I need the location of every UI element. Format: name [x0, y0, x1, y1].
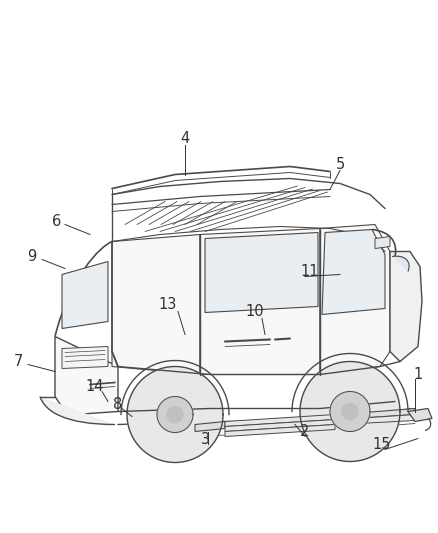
Polygon shape: [205, 232, 318, 312]
Polygon shape: [408, 408, 432, 422]
Polygon shape: [195, 422, 225, 432]
Text: 13: 13: [159, 297, 177, 312]
Text: 3: 3: [201, 432, 209, 447]
Polygon shape: [342, 403, 358, 419]
PathPatch shape: [392, 256, 409, 271]
Polygon shape: [225, 419, 335, 432]
Text: 2: 2: [300, 424, 310, 439]
Polygon shape: [225, 424, 335, 437]
Polygon shape: [55, 336, 118, 415]
Polygon shape: [127, 367, 223, 463]
Text: 10: 10: [246, 304, 264, 319]
Text: 8: 8: [113, 397, 123, 412]
Polygon shape: [340, 408, 415, 419]
Polygon shape: [225, 415, 335, 426]
Text: 5: 5: [336, 157, 345, 172]
Text: 1: 1: [413, 367, 423, 382]
Polygon shape: [300, 361, 400, 462]
Text: 4: 4: [180, 131, 190, 146]
Text: 7: 7: [13, 354, 23, 369]
Polygon shape: [375, 237, 390, 248]
Polygon shape: [167, 407, 183, 423]
Polygon shape: [157, 397, 193, 432]
Polygon shape: [322, 230, 385, 314]
Text: 15: 15: [373, 437, 391, 452]
Text: 11: 11: [301, 264, 319, 279]
Polygon shape: [390, 252, 422, 361]
Text: 14: 14: [86, 379, 104, 394]
Polygon shape: [200, 229, 320, 375]
Text: 9: 9: [27, 249, 37, 264]
Text: 6: 6: [53, 214, 62, 229]
Polygon shape: [112, 235, 200, 375]
Polygon shape: [62, 346, 108, 368]
Polygon shape: [320, 224, 390, 375]
Polygon shape: [62, 262, 108, 328]
Polygon shape: [330, 392, 370, 432]
PathPatch shape: [40, 397, 115, 424]
Polygon shape: [340, 415, 415, 424]
